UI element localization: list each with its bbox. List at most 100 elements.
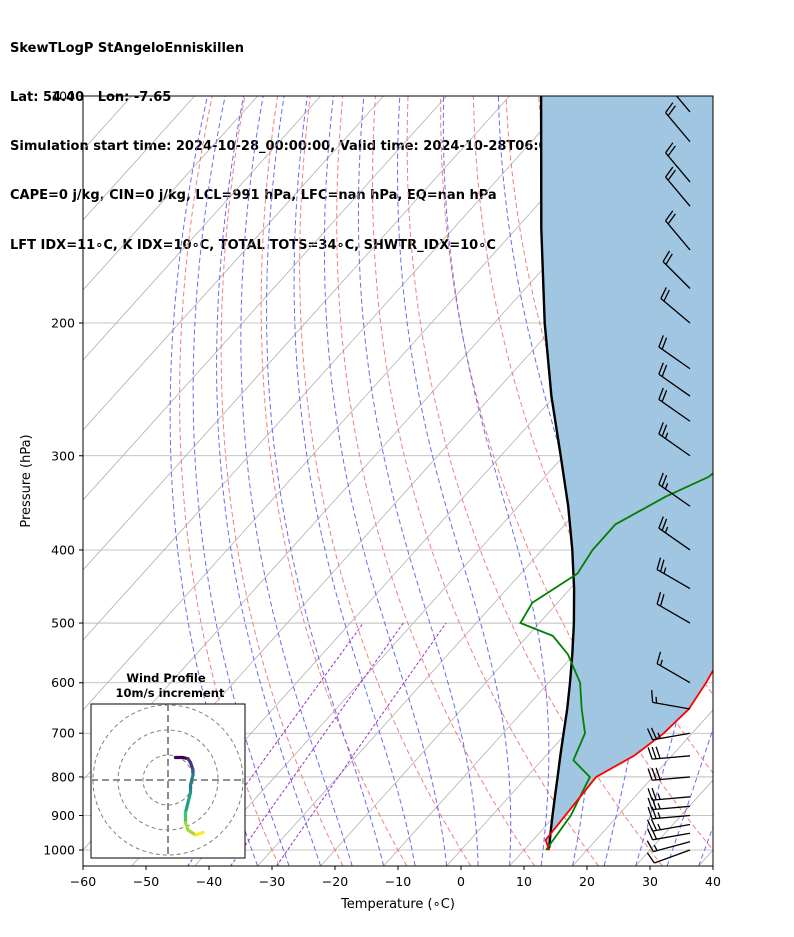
wind-profile-inset: Wind Profile 10m/s increment bbox=[90, 671, 246, 859]
wind-barb-shaft bbox=[658, 398, 691, 422]
dry-adiabat bbox=[767, 96, 794, 866]
wind-barb-flag bbox=[665, 142, 674, 154]
wind-barb bbox=[646, 849, 691, 864]
wind-barb bbox=[656, 591, 691, 624]
wind-barb-shaft bbox=[652, 832, 691, 841]
moist-adiabat bbox=[192, 96, 290, 866]
wind-barb-flag bbox=[663, 289, 670, 302]
wind-barb-flag bbox=[659, 559, 665, 572]
y-axis-ticks: 100 200 300 400 500 600 700 800 900 1000 bbox=[43, 89, 83, 858]
isotherm-line bbox=[83, 96, 321, 361]
wind-barb-shaft bbox=[658, 483, 691, 507]
x-tick-label: 30 bbox=[642, 874, 658, 889]
dry-adiabat bbox=[734, 96, 794, 866]
y-tick-label: 200 bbox=[51, 315, 75, 330]
wind-barb-flag bbox=[658, 335, 664, 348]
wind-barb-flag bbox=[665, 102, 674, 114]
cin-cape-shade bbox=[541, 96, 713, 850]
x-axis-ticks: −60 −50 −40 −30 −20 −10 0 10 20 30 40 bbox=[70, 866, 721, 889]
wind-barb-flag bbox=[646, 728, 654, 741]
x-tick-label: 10 bbox=[516, 874, 532, 889]
wind-barb-flag bbox=[651, 746, 657, 759]
wind-barb bbox=[656, 557, 691, 590]
wind-barb-shaft bbox=[654, 849, 691, 864]
location-line: Lat: 54.40 Lon: -7.65 bbox=[10, 90, 172, 106]
wind-barb-shaft bbox=[665, 176, 691, 207]
dry-adiabat bbox=[472, 96, 713, 774]
isotherm-line bbox=[83, 96, 573, 641]
wind-barb-shaft bbox=[652, 732, 691, 741]
isotherm-line bbox=[83, 96, 384, 431]
wind-barb-flag bbox=[668, 76, 675, 86]
wind-barb-flag bbox=[646, 852, 655, 864]
wind-barb bbox=[660, 287, 691, 324]
y-tick-label: 1000 bbox=[43, 843, 75, 858]
wind-barb bbox=[658, 472, 691, 507]
x-tick-label: −50 bbox=[133, 874, 159, 889]
wind-barb-flag bbox=[661, 364, 668, 377]
wind-barb-half-flag bbox=[664, 432, 669, 439]
dry-adiabat bbox=[701, 96, 713, 145]
wind-barb-flag bbox=[647, 788, 653, 801]
wind-barb-flag bbox=[656, 557, 662, 570]
wind-barb-flag bbox=[667, 213, 676, 225]
wind-barb-shaft bbox=[652, 805, 691, 811]
wind-barb bbox=[647, 787, 691, 801]
wind-barb bbox=[658, 362, 691, 397]
x-tick-label: 20 bbox=[579, 874, 595, 889]
moist-adiabat bbox=[323, 96, 448, 866]
wind-barb-flag bbox=[662, 250, 671, 262]
x-tick-label: 40 bbox=[705, 874, 721, 889]
wind-barb-shaft bbox=[652, 796, 691, 801]
wind-barbs bbox=[646, 76, 691, 864]
wind-barb bbox=[658, 387, 691, 422]
wind-barb-shaft bbox=[675, 96, 691, 113]
wind-barb bbox=[658, 422, 691, 457]
dry-adiabat bbox=[406, 96, 663, 866]
isotherm-line bbox=[383, 499, 713, 866]
y-tick-label: 500 bbox=[51, 616, 75, 631]
inset-subtitle: 10m/s increment bbox=[116, 686, 225, 700]
wind-barb-shaft bbox=[652, 823, 691, 832]
wind-barb-flag bbox=[665, 210, 674, 222]
y-tick-label: 600 bbox=[51, 675, 75, 690]
wind-barb-shaft bbox=[665, 152, 691, 183]
wind-barb-half-flag bbox=[657, 793, 661, 800]
wind-barb-shaft bbox=[652, 814, 691, 820]
wind-barb-flag bbox=[656, 651, 662, 664]
wind-barb-shaft bbox=[662, 261, 691, 289]
dry-adiabat bbox=[179, 96, 280, 866]
isotherm-line bbox=[83, 96, 258, 291]
wind-barb-flag bbox=[650, 818, 658, 831]
wind-barb bbox=[647, 767, 691, 781]
isotherm-line bbox=[572, 709, 713, 866]
wind-barb-shaft bbox=[658, 527, 691, 551]
wind-barb-flag bbox=[658, 516, 664, 529]
mixing-ratio-line bbox=[230, 622, 404, 866]
wind-barb-flag bbox=[661, 389, 668, 402]
y-tick-label: 100 bbox=[51, 89, 75, 104]
wind-barb-half-flag bbox=[653, 844, 658, 851]
wind-barb-half-flag bbox=[657, 732, 662, 739]
wind-barb-half-flag bbox=[659, 659, 663, 666]
wind-barb bbox=[658, 335, 691, 370]
hodograph-segment bbox=[183, 800, 190, 815]
wind-barb-flag bbox=[661, 518, 668, 531]
wind-barb-half-flag bbox=[664, 526, 669, 533]
mixing-ratio-line bbox=[276, 622, 447, 866]
wind-barb-shaft bbox=[665, 220, 691, 251]
wind-barb-flag bbox=[651, 689, 654, 703]
wind-barb bbox=[658, 516, 691, 551]
x-tick-label: 0 bbox=[457, 874, 465, 889]
wind-barb-flag bbox=[661, 337, 668, 350]
wind-barb-half-flag bbox=[657, 802, 661, 810]
wind-barb-flag bbox=[665, 166, 674, 178]
isotherm-line bbox=[83, 96, 636, 711]
temperature-line bbox=[544, 668, 713, 851]
wind-barb bbox=[646, 727, 691, 741]
wind-barb-flag bbox=[647, 797, 653, 810]
moist-adiabat bbox=[497, 96, 596, 866]
wind-barb-flag bbox=[651, 806, 657, 819]
inset-title: Wind Profile bbox=[126, 671, 206, 685]
dry-adiabat bbox=[220, 96, 344, 866]
